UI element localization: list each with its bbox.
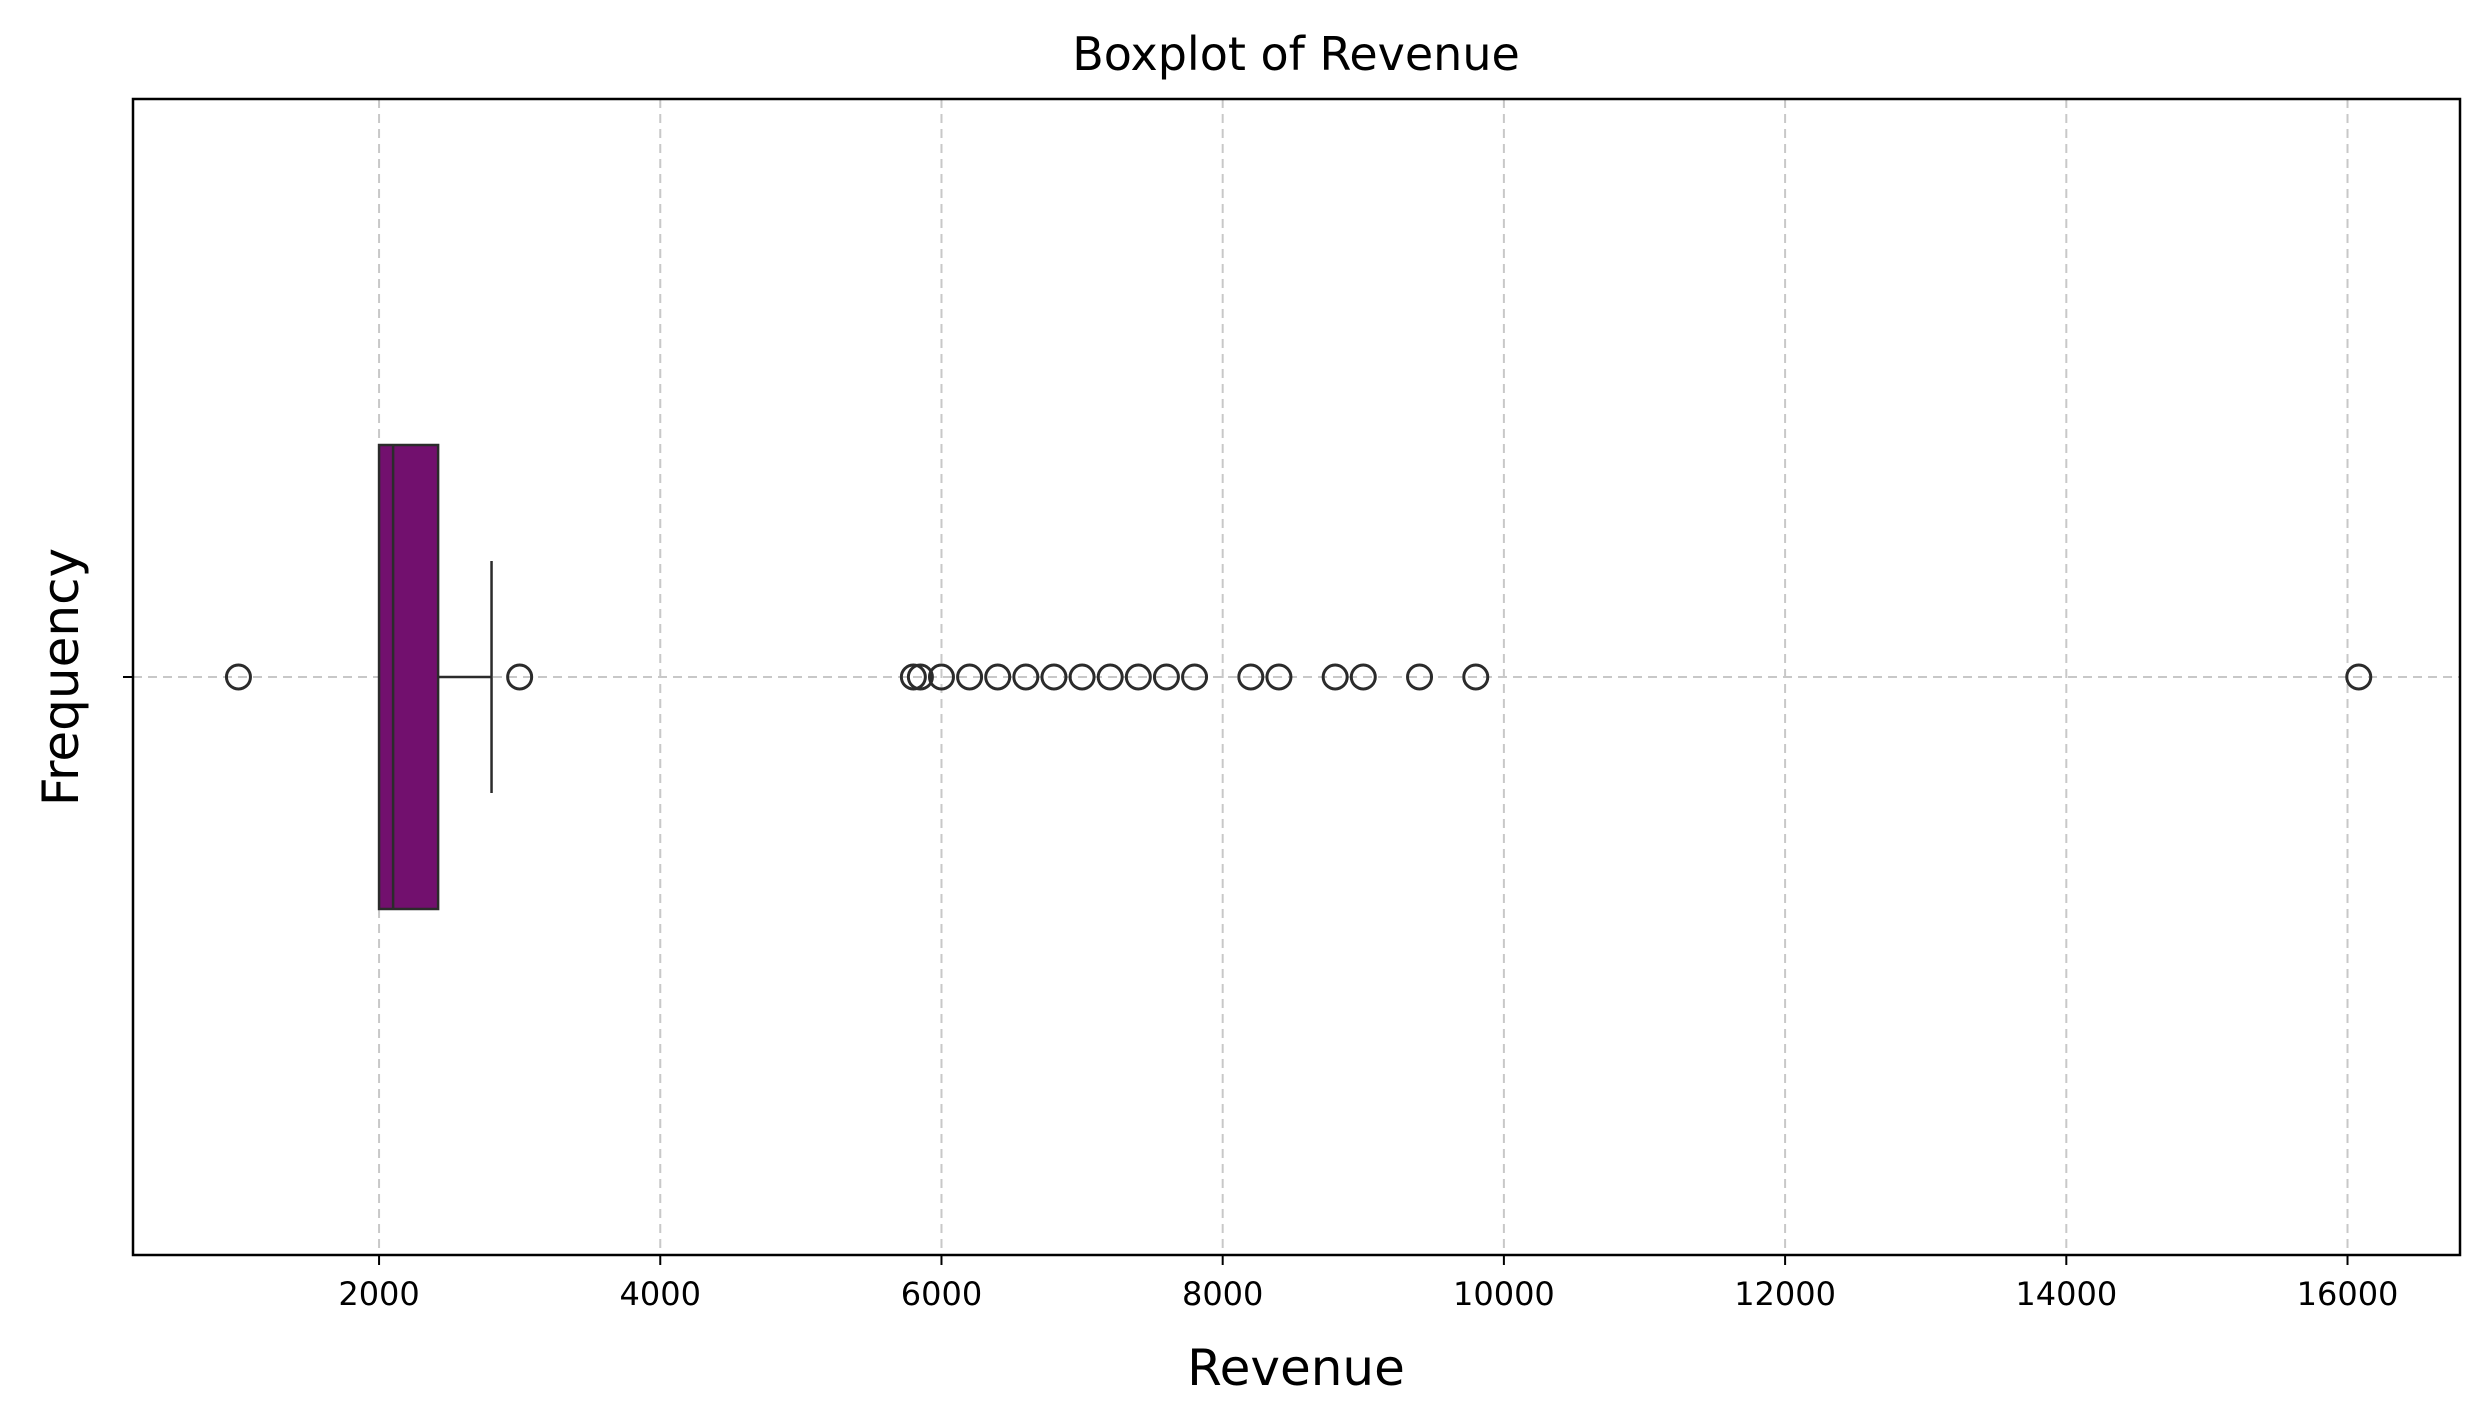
x-axis-label: Revenue	[1187, 1339, 1405, 1397]
iqr-box	[377, 443, 440, 911]
x-tick-label: 10000	[1453, 1275, 1555, 1313]
outlier-layer	[224, 663, 2373, 691]
x-tick-label: 12000	[1734, 1275, 1836, 1313]
outlier-point	[1181, 663, 1209, 691]
outlier-point	[1124, 663, 1152, 691]
outlier-point	[1349, 663, 1377, 691]
outlier-point	[1237, 663, 1265, 691]
x-tick-label: 14000	[2015, 1275, 2117, 1313]
outlier-point	[956, 663, 984, 691]
outlier-point	[2345, 663, 2373, 691]
outlier-point	[1040, 663, 1068, 691]
chart-title: Boxplot of Revenue	[1072, 27, 1520, 81]
outlier-point	[1462, 663, 1490, 691]
outlier-point	[1321, 663, 1349, 691]
outlier-point	[1068, 663, 1096, 691]
outlier-point	[927, 663, 955, 691]
x-tick-label: 16000	[2297, 1275, 2399, 1313]
x-tick-label: 8000	[1182, 1275, 1263, 1313]
x-tick-label: 2000	[338, 1275, 419, 1313]
box-layer	[377, 443, 493, 911]
tick-layer: 2000 4000 6000 8000 10000 12000 14000 16000	[123, 676, 2399, 1313]
outlier-point	[906, 663, 934, 691]
outlier-point	[506, 663, 534, 691]
outlier-point	[1096, 663, 1124, 691]
outlier-point	[1265, 663, 1293, 691]
outlier-point	[1152, 663, 1180, 691]
outlier-point	[224, 663, 252, 691]
outlier-point	[1012, 663, 1040, 691]
x-tick-label: 6000	[901, 1275, 982, 1313]
outlier-point	[984, 663, 1012, 691]
outlier-point	[1406, 663, 1434, 691]
y-axis-label: Frequency	[32, 548, 90, 806]
grid-layer	[133, 99, 2460, 1255]
outlier-point	[899, 663, 927, 691]
x-tick-label: 4000	[620, 1275, 701, 1313]
